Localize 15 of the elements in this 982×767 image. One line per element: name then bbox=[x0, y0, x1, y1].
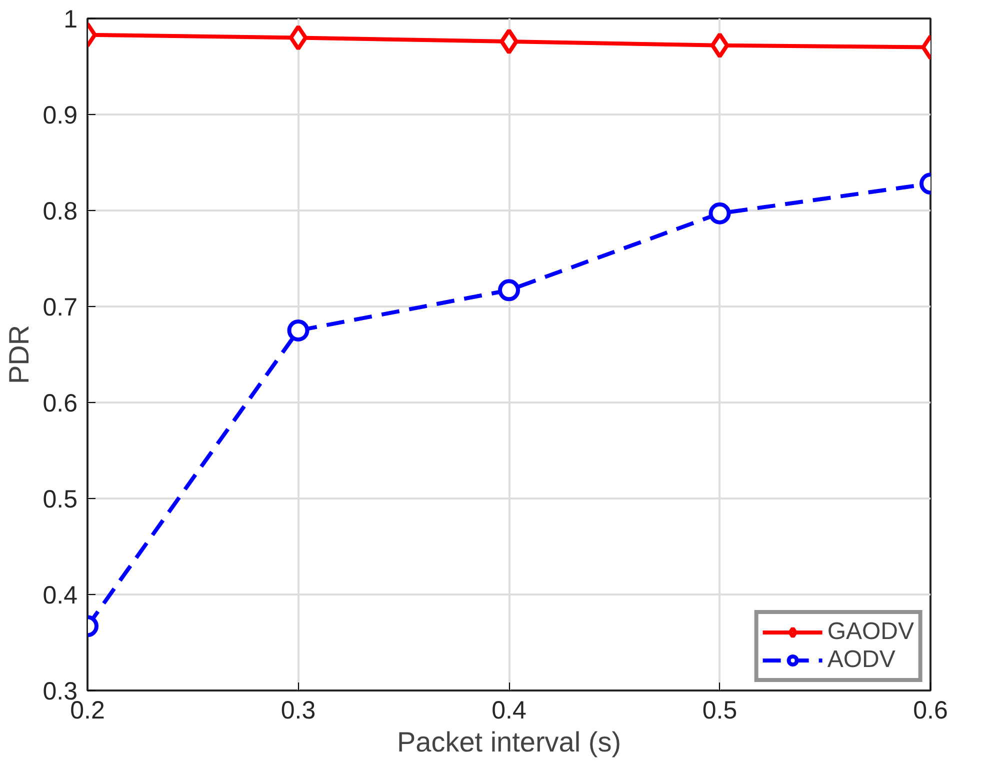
y-tick-label: 1 bbox=[64, 6, 78, 34]
x-tick-label: 0.6 bbox=[913, 696, 948, 724]
y-tick-label: 0.5 bbox=[42, 486, 78, 514]
y-tick-label: 0.9 bbox=[42, 102, 78, 130]
y-tick-label: 0.4 bbox=[42, 582, 78, 610]
x-tick-label: 0.3 bbox=[280, 696, 316, 724]
legend-label: AODV bbox=[827, 646, 896, 674]
x-tick-label: 0.4 bbox=[492, 696, 526, 724]
y-tick-label: 0.8 bbox=[42, 198, 78, 226]
y-axis-title: PDR bbox=[4, 324, 35, 384]
y-tick-label: 0.7 bbox=[42, 294, 78, 322]
x-tick-label: 0.5 bbox=[702, 696, 738, 724]
x-axis-title: Packet interval (s) bbox=[396, 726, 622, 758]
legend-label: GAODV bbox=[827, 618, 914, 646]
y-tick-label: 0.6 bbox=[42, 390, 78, 418]
